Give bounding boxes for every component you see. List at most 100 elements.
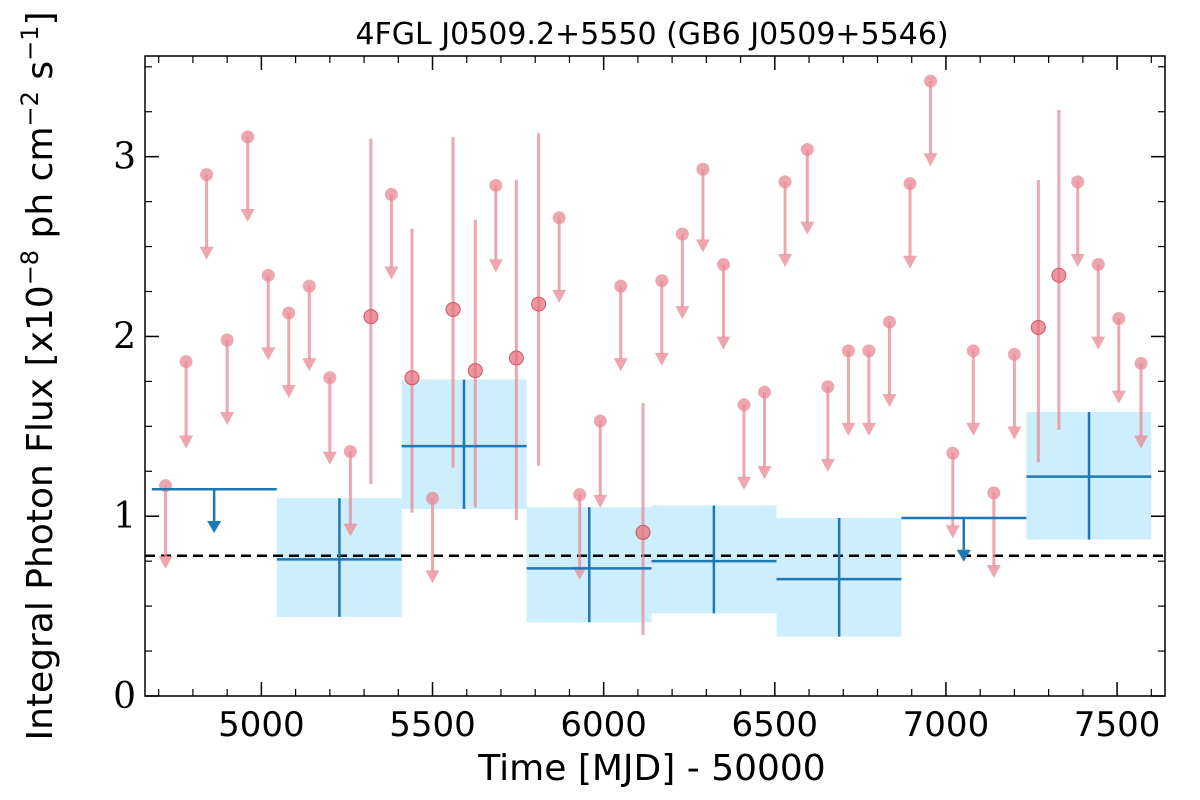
upper-limit-arrow: [199, 246, 214, 260]
upper-limit-arrow: [757, 466, 772, 480]
upper-limit-arrow: [966, 422, 981, 436]
upper-limit-arrow: [343, 523, 358, 537]
upper-limit-arrow: [281, 385, 296, 399]
y-axis-label-part3: s: [20, 61, 61, 91]
detection-point: [445, 301, 461, 317]
upper-limit-point: [841, 344, 855, 358]
upper-limit-point: [282, 306, 296, 320]
upper-limit-point: [987, 486, 1001, 500]
upper-limit-arrow: [800, 221, 815, 235]
upper-limit-arrow: [572, 566, 587, 580]
detection-point: [467, 363, 483, 379]
plot-frame: [144, 55, 1166, 697]
upper-limit-arrow: [778, 253, 793, 267]
upper-limit-arrow: [903, 255, 917, 269]
upper-limit-point: [1091, 258, 1105, 272]
x-axis-label: Time [MJD] - 50000: [477, 748, 825, 789]
upper-limit-arrow: [322, 451, 337, 465]
upper-limit-point: [1134, 356, 1148, 370]
upper-limit-arrow: [986, 564, 1001, 578]
upper-limit-point: [302, 279, 316, 293]
y-axis-label: Integral Photon Flux [x10−8 ph cm−2 s−1]: [16, 11, 61, 740]
detection-point: [1030, 319, 1046, 335]
upper-limit-point: [384, 187, 398, 201]
upper-limit-point: [696, 162, 710, 176]
upper-limit-arrow: [488, 259, 503, 273]
detection-point: [531, 296, 547, 312]
upper-limit-arrow: [1134, 435, 1149, 449]
x-tick-label: 7000: [903, 705, 990, 745]
upper-limit-arrow: [593, 494, 608, 508]
long-bin-upper-limit-arrow: [207, 521, 222, 534]
upper-limit-point: [200, 168, 214, 182]
upper-limit-point: [593, 414, 607, 428]
upper-limit-point: [966, 344, 980, 358]
upper-limit-point: [924, 74, 938, 88]
upper-limit-point: [862, 344, 876, 358]
upper-limit-arrow: [736, 476, 751, 490]
y-tick-label: 3: [113, 137, 136, 178]
upper-limit-arrow: [675, 306, 690, 320]
upper-limit-point: [800, 142, 814, 156]
x-tick-label: 7500: [1074, 705, 1161, 745]
upper-limit-point: [778, 175, 792, 189]
upper-limit-arrow: [302, 358, 317, 372]
upper-limit-point: [343, 445, 357, 459]
upper-limit-point: [821, 380, 835, 394]
upper-limit-arrow: [240, 209, 255, 222]
upper-limit-arrow: [716, 336, 731, 350]
upper-limit-point: [179, 355, 193, 369]
upper-limit-point: [1112, 311, 1126, 325]
upper-limit-arrow: [820, 458, 835, 472]
upper-limit-point: [261, 268, 275, 282]
upper-limit-point: [655, 274, 669, 288]
long-bin-upper-limit-arrow: [956, 549, 971, 562]
detection-point: [508, 350, 524, 366]
upper-limit-arrow: [1007, 426, 1022, 440]
x-tick-label: 5500: [389, 705, 476, 745]
upper-limit-arrow: [425, 570, 440, 584]
upper-limit-point: [573, 488, 587, 502]
x-tick-label: 6500: [732, 705, 819, 745]
detection-point: [363, 309, 379, 325]
upper-limit-point: [552, 211, 566, 225]
upper-limit-arrow: [882, 394, 897, 408]
upper-limit-point: [614, 279, 628, 293]
upper-limit-arrow: [158, 555, 173, 569]
upper-limit-arrow: [1091, 336, 1106, 350]
upper-limit-arrow: [841, 422, 856, 436]
y-tick-label: 0: [113, 676, 136, 717]
x-tick-label: 5000: [218, 705, 305, 745]
upper-limit-arrow: [923, 153, 938, 167]
upper-limit-point: [323, 371, 337, 385]
upper-limit-point: [1071, 175, 1085, 189]
upper-limit-point: [489, 178, 503, 192]
upper-limit-arrow: [179, 435, 194, 449]
y-axis-label-part4: ]: [20, 11, 61, 25]
y-axis-label-sup3: −1: [16, 26, 44, 61]
upper-limit-arrow: [384, 266, 399, 280]
y-axis-label-sup2: −2: [16, 91, 44, 126]
upper-limit-point: [946, 446, 960, 460]
detection-point: [1051, 267, 1067, 283]
upper-limit-arrow: [945, 525, 960, 539]
x-axis: 5000 5500 6000 6500 7000 7500: [158, 56, 1161, 745]
upper-limit-point: [716, 258, 730, 272]
y-axis: 0 1 2 3: [113, 66, 1165, 717]
upper-limit-point: [903, 177, 917, 191]
y-tick-label: 2: [113, 316, 136, 357]
upper-limit-arrow: [1070, 253, 1085, 267]
detection-point: [404, 370, 420, 386]
upper-limit-point: [241, 130, 255, 144]
upper-limit-arrow: [695, 239, 710, 253]
upper-limit-arrow: [552, 289, 567, 303]
upper-limit-point: [426, 491, 440, 505]
y-axis-label-sup1: −8: [16, 250, 44, 285]
y-axis-label-part1: Integral Photon Flux [x10: [20, 285, 61, 740]
x-tick-label: 6000: [560, 705, 647, 745]
upper-limit-arrow: [261, 347, 276, 361]
y-axis-label-part2: ph cm: [20, 126, 61, 249]
upper-limit-arrow: [220, 412, 235, 426]
plot-area: [145, 74, 1165, 637]
